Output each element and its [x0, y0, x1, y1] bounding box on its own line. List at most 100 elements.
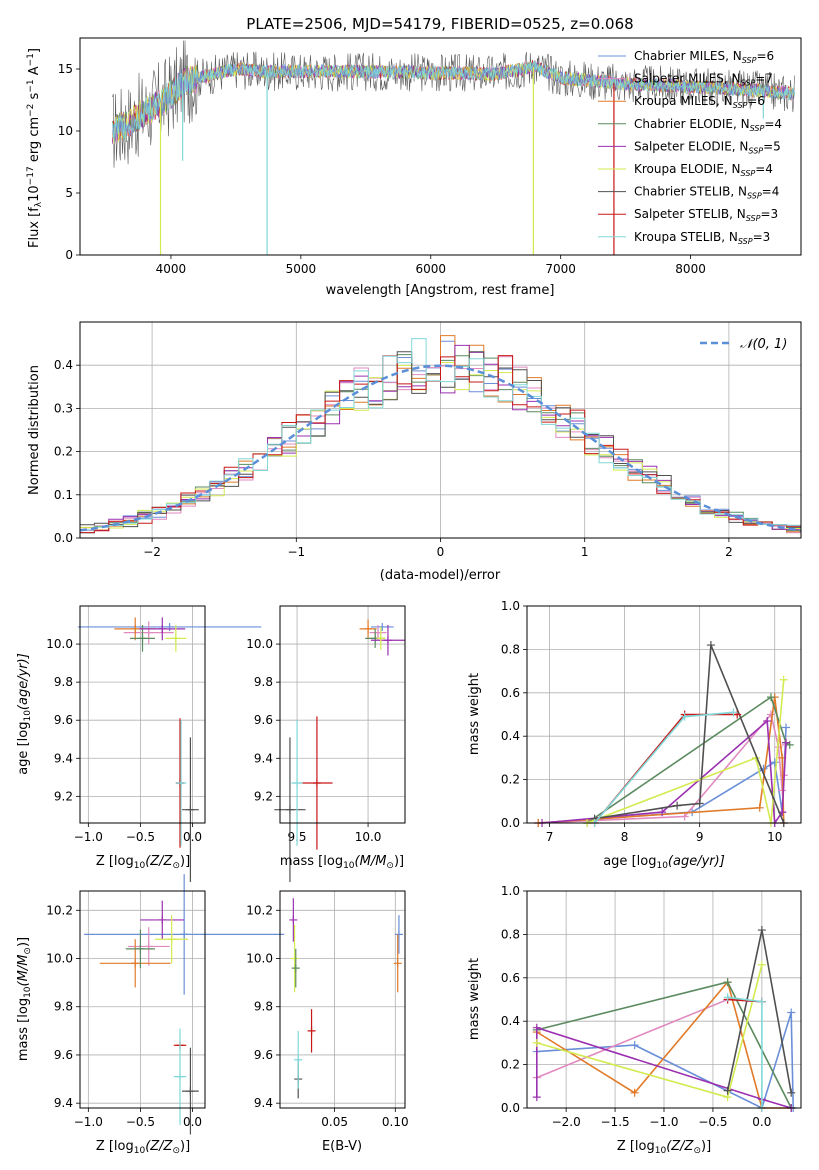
weight-marker — [532, 1093, 541, 1102]
y-tick-label: 0.3 — [54, 401, 73, 415]
legend-label-sub: SSP — [750, 124, 765, 133]
legend-label: Salpeter ELODIE, NSSP=5 — [634, 139, 781, 155]
z-mass-y-label-end: )] — [16, 937, 31, 947]
age-weight-x-label: age [log10(age/yr)] — [603, 854, 725, 871]
y-tick-label: 10.2 — [46, 903, 73, 917]
data-point — [289, 915, 298, 924]
spectrum-y-label-exp3: −1 — [26, 79, 36, 92]
legend-label: Kroupa STELIB, NSSP=3 — [634, 230, 770, 246]
legend-label-n: =6 — [747, 94, 765, 108]
spectrum-y-label-a: A — [27, 66, 42, 79]
z-age-y-label-sub: 10 — [23, 710, 33, 722]
residuals-legend: 𝒩(0, 1) — [700, 337, 787, 352]
weight-marker — [658, 808, 667, 817]
x-tick-label: 0.05 — [321, 1115, 348, 1129]
z-age-y-label-end: (age/yr)] — [16, 653, 31, 710]
y-tick-label: 9.8 — [54, 675, 73, 689]
legend-label-n: =4 — [762, 185, 780, 199]
y-tick-label: 0 — [65, 248, 73, 262]
weight-line — [535, 1026, 792, 1109]
spectrum-y-label-s: s — [27, 92, 42, 103]
y-tick-label: 9.8 — [54, 1000, 73, 1014]
legend-label-name: Salpeter ELODIE, N — [634, 139, 748, 153]
legend-label-n: =7 — [755, 72, 773, 86]
data-point — [378, 622, 387, 631]
z-mass-x-label-text: Z [log — [96, 1139, 134, 1154]
x-tick-label: −1 — [287, 545, 305, 559]
y-tick-label: 9.6 — [54, 1048, 73, 1062]
age-weight-x-label-end: (age/yr)] — [668, 854, 725, 869]
spectrum-title: PLATE=2506, MJD=54179, FIBERID=0525, z=0… — [246, 15, 633, 33]
weight-marker — [532, 1038, 541, 1047]
mass-age-x-label-sub: 10 — [343, 861, 355, 871]
z-weight-y-label: mass weight — [467, 958, 482, 1040]
z-weight-x-label-text: Z [log — [617, 1139, 655, 1154]
weight-marker — [630, 1041, 639, 1050]
spectrum-y-label-exp: −17 — [26, 166, 36, 185]
z-age-plot-area: −1.0 −0.5 0.0 9.2 9.4 9.6 9.8 10.0 — [46, 606, 262, 883]
age-weight-panel: 7 8 9 100.00.20.40.60.81.0 age [log10(age/y… — [467, 599, 802, 871]
y-tick-label: 15 — [58, 62, 73, 76]
legend-label: Chabrier ELODIE, NSSP=4 — [634, 117, 782, 133]
x-tick-label: 10 — [767, 830, 782, 844]
weight-marker — [781, 723, 790, 732]
legend-label-sub: SSP — [738, 237, 753, 246]
data-point — [312, 779, 321, 788]
data-point — [364, 624, 373, 633]
x-tick-label: 7000 — [545, 262, 576, 276]
data-point — [307, 1026, 316, 1035]
z-mass-y-label-sun: ⊙ — [23, 947, 33, 955]
weight-line — [586, 695, 791, 824]
x-tick-label: 4000 — [156, 262, 187, 276]
spectrum-x-ticks: 4000 5000 6000 7000 8000 0 5 10 15 — [58, 62, 706, 276]
age-weight-y-label: mass weight — [467, 673, 482, 755]
mass-age-x-label: mass [log10(M/M⊙)] — [280, 854, 404, 871]
mass-age-axes-frame — [279, 605, 406, 824]
weight-marker — [766, 693, 775, 702]
y-tick-label: 9.4 — [54, 1096, 73, 1110]
weight-line — [541, 719, 787, 826]
data-point — [394, 930, 403, 939]
spectrum-y-label: Flux [fλ10−17 erg cm−2 s−1 A−1] — [26, 48, 44, 248]
weight-marker — [680, 712, 689, 721]
legend-label: Salpeter STELIB, NSSP=3 — [634, 207, 778, 223]
y-tick-label: 9.6 — [54, 713, 73, 727]
z-mass-x-label-sub: 10 — [134, 1146, 146, 1156]
y-tick-label: 9.4 — [54, 751, 73, 765]
spectrum-y-label-start: Flux [f — [27, 207, 42, 248]
legend-label: Chabrier STELIB, NSSP=4 — [634, 185, 779, 201]
x-tick-label: −0.5 — [126, 1115, 155, 1129]
weight-marker — [755, 803, 764, 812]
weight-marker — [706, 641, 715, 650]
spectrum-y-label-units: erg cm — [27, 117, 42, 166]
x-tick-label: 7 — [546, 830, 554, 844]
z-mass-x-label-end: )] — [180, 1139, 190, 1154]
mass-age-x-label-mid: (M/M — [355, 854, 387, 869]
residuals-x-label: (data-model)/error — [380, 568, 501, 583]
weight-marker — [781, 738, 790, 747]
x-tick-label: 8 — [621, 830, 629, 844]
weight-marker — [787, 1008, 796, 1017]
y-tick-label: 9.6 — [254, 1048, 273, 1062]
z-mass-y-label-text: mass [log — [16, 998, 31, 1061]
residual-histogram — [80, 338, 801, 531]
y-tick-label: 0.6 — [501, 686, 520, 700]
z-age-x-label-text: Z [log — [96, 854, 134, 869]
legend-label-name: Chabrier STELIB, N — [634, 185, 747, 199]
y-tick-label: 10.0 — [246, 637, 273, 651]
y-tick-label: 0.4 — [501, 1014, 520, 1028]
legend-label: Kroupa ELODIE, NSSP=4 — [634, 162, 773, 178]
gaussian-legend-label: 𝒩(0, 1) — [740, 337, 787, 352]
legend-label-name: Kroupa MILES, N — [634, 94, 733, 108]
mass-age-x-label-text: mass [log — [280, 854, 343, 869]
x-tick-label: 0 — [437, 545, 445, 559]
x-tick-label: 5000 — [286, 262, 317, 276]
y-tick-label: 0.2 — [54, 445, 73, 459]
data-point — [186, 805, 195, 814]
legend-label-sub: SSP — [733, 101, 748, 110]
y-tick-label: 1.0 — [501, 884, 520, 898]
z-mass-axes-frame — [79, 890, 206, 1109]
legend-label-name: Kroupa ELODIE, N — [634, 162, 741, 176]
data-point — [186, 1087, 195, 1096]
x-tick-label: −1.5 — [601, 1115, 630, 1129]
